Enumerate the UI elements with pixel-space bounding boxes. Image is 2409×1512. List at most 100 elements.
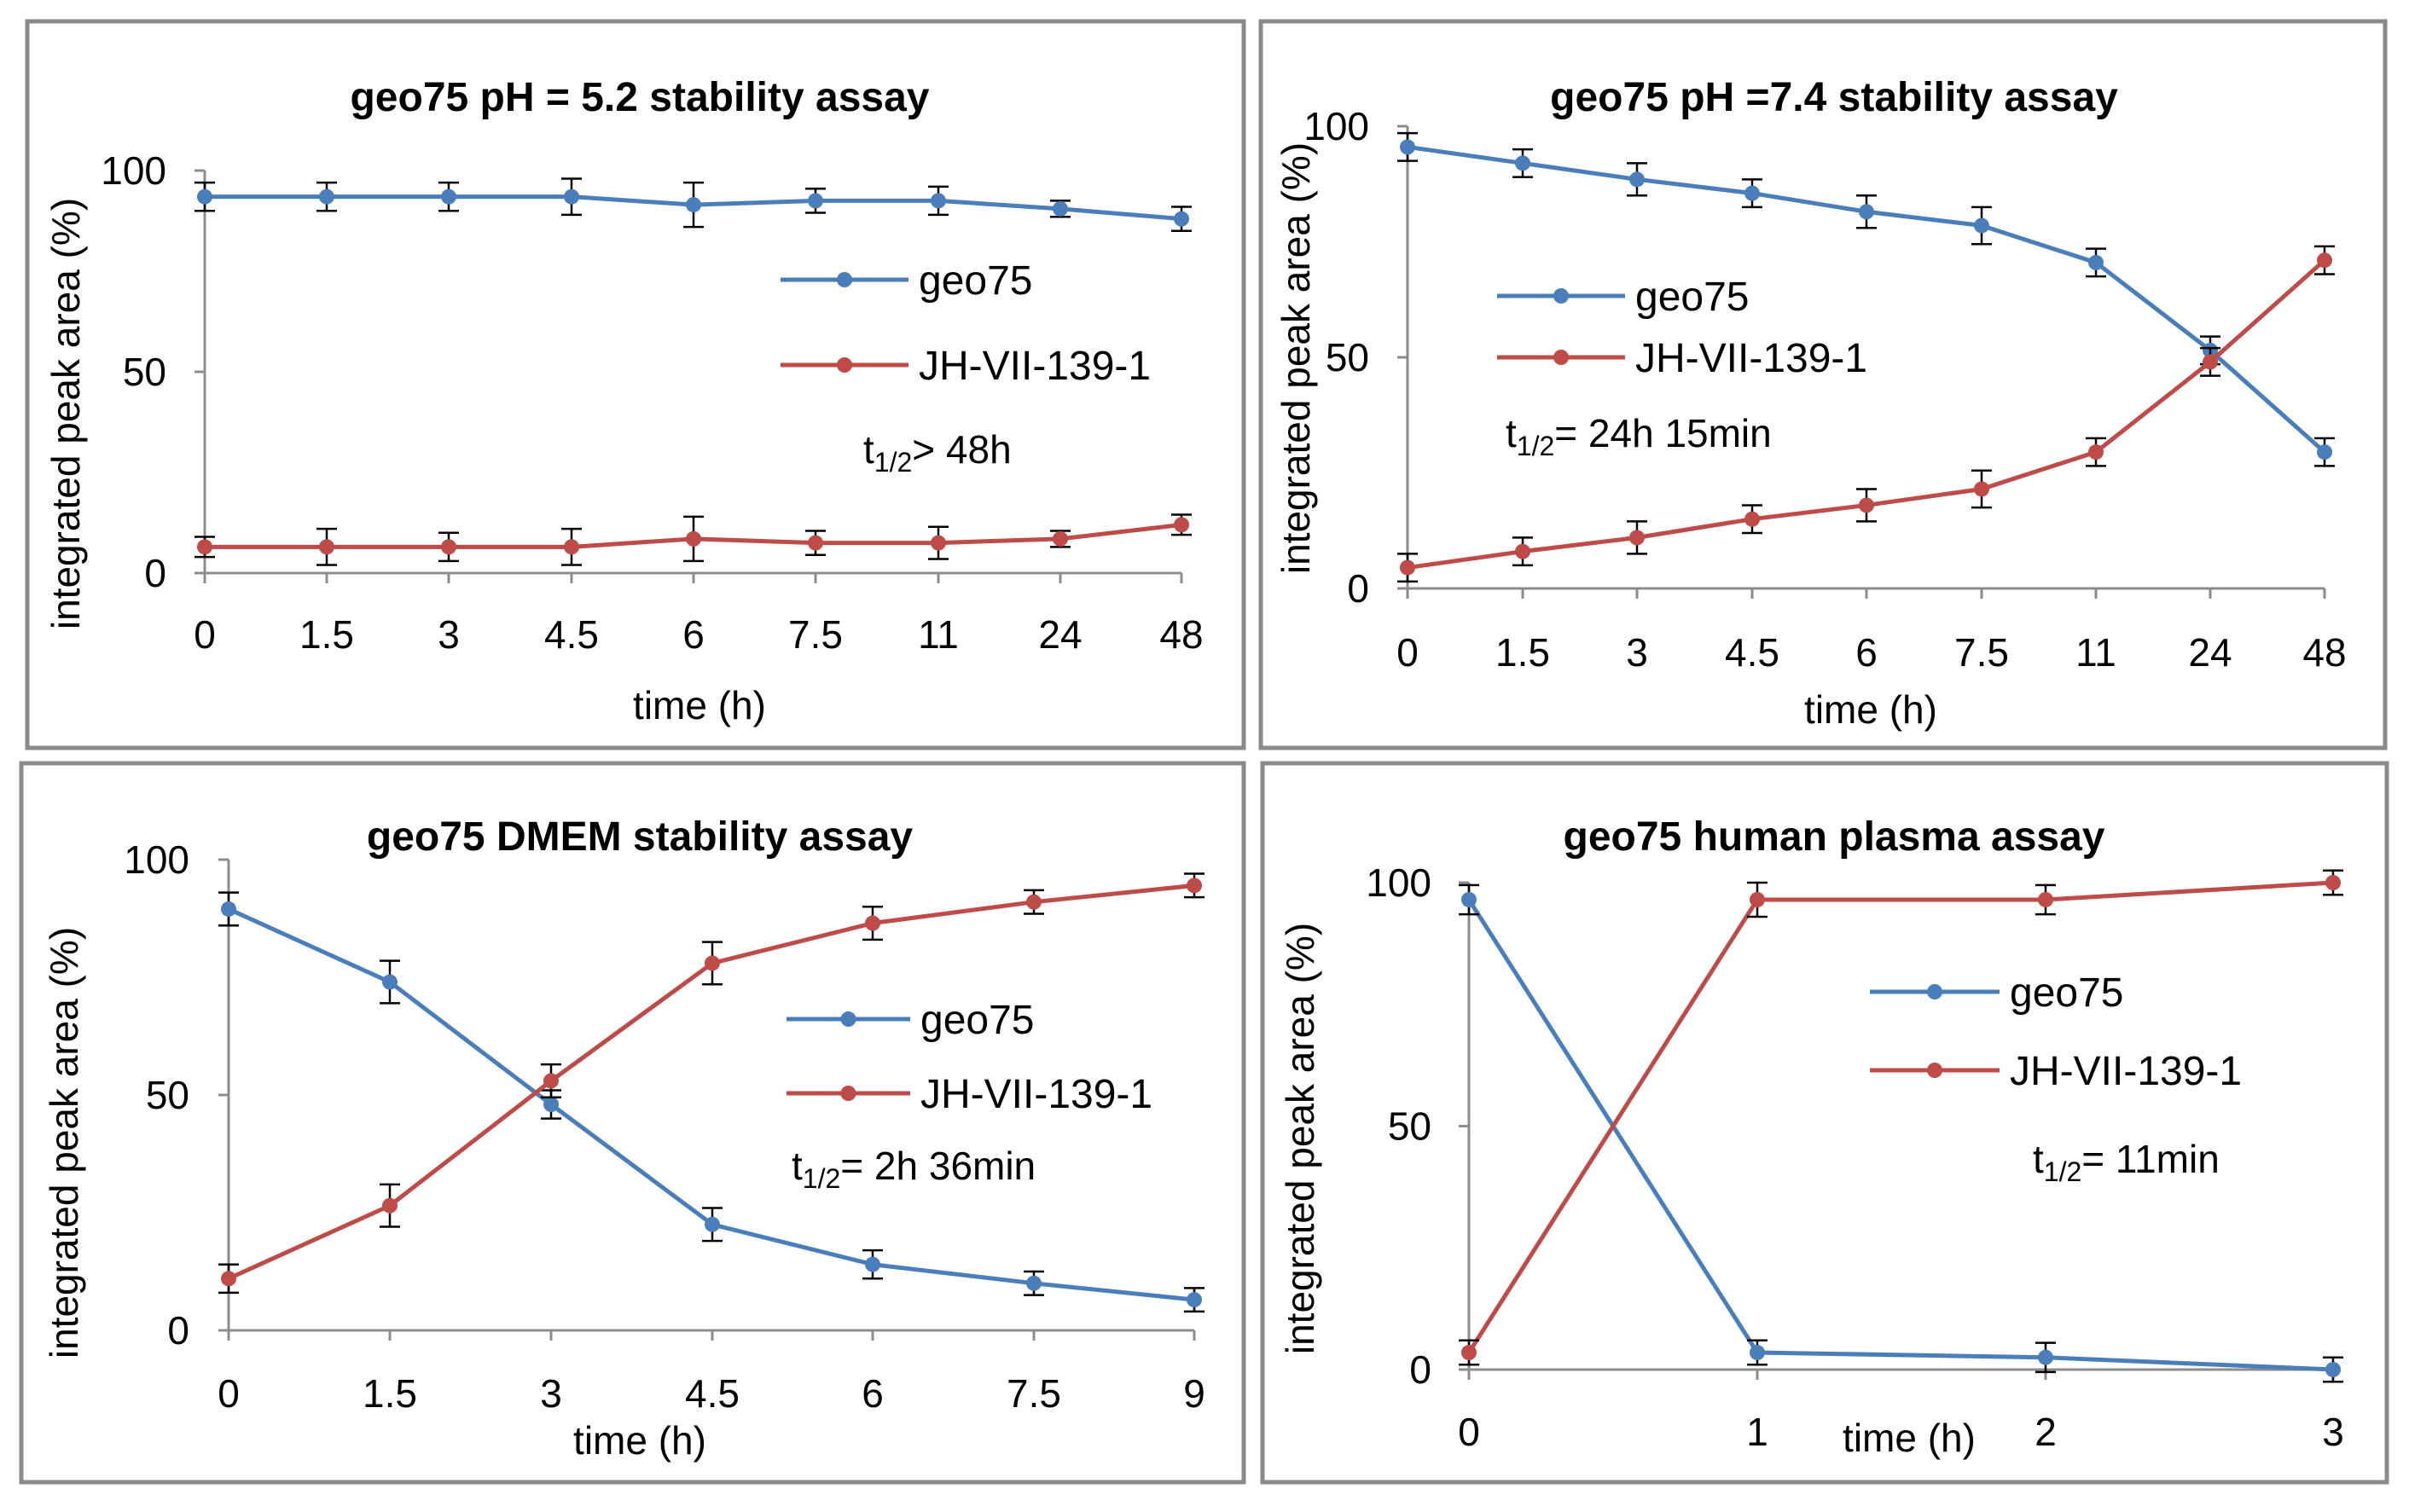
panel-ph74: geo75 pH =7.4 stability assay integrated… [1258,19,2388,750]
x-tick-label: 7.5 [788,612,843,657]
x-tick-label: 6 [862,1371,884,1416]
x-tick-label: 3 [1626,630,1648,675]
x-tick-label: 0 [1458,1410,1480,1454]
y-tick-label: 100 [1366,860,1431,905]
legend-marker-geo75 [840,1011,856,1027]
x-tick-label: 6 [1855,630,1878,675]
data-point-JH-VII-139-1 [1400,559,1415,576]
half-life-annotation: t1/2= 24h 15min [1506,411,1772,461]
x-tick-label: 4.5 [544,612,599,657]
data-point-JH-VII-139-1 [382,1197,398,1214]
x-tick-label: 1 [1746,1410,1768,1454]
y-axis-title: integrated peak area (%) [42,927,86,1358]
y-axis-title: integrated peak area (%) [44,198,88,629]
data-point-geo75 [319,188,334,205]
legend-marker-geo75 [1553,288,1569,304]
panel-dmem: geo75 DMEM stability assay integrated pe… [19,761,1246,1485]
half-life-annotation: t1/2= 11min [2033,1137,2220,1187]
x-tick-label: 4.5 [685,1371,740,1416]
x-axis-title: time (h) [633,683,766,727]
data-point-JH-VII-139-1 [808,535,823,551]
x-tick-label: 1.5 [299,612,354,657]
data-point-JH-VII-139-1 [1744,511,1760,527]
y-tick-label: 50 [123,350,166,394]
data-point-JH-VII-139-1 [1629,530,1645,546]
data-point-JH-VII-139-1 [221,1271,236,1287]
x-tick-label: 7.5 [1007,1371,1061,1416]
y-tick-label: 50 [1388,1104,1431,1149]
data-point-JH-VII-139-1 [2203,354,2218,370]
data-point-geo75 [1026,1275,1042,1291]
legend-marker-geo75 [1927,984,1942,999]
data-point-geo75 [1744,185,1760,201]
y-tick-label: 100 [124,837,189,882]
legend-marker-JH-VII-139-1 [837,357,852,373]
x-tick-label: 11 [918,612,959,657]
data-point-geo75 [865,1256,880,1272]
data-point-JH-VII-139-1 [543,1073,559,1089]
data-point-geo75 [1461,891,1477,907]
legend-label: geo75 [919,258,1032,304]
data-point-JH-VII-139-1 [1859,497,1874,513]
legend-marker-JH-VII-139-1 [840,1086,856,1101]
x-axis-title: time (h) [1843,1416,1976,1460]
series-line-JH-VII-139-1 [1466,880,2334,1354]
data-point-geo75 [1053,200,1068,217]
x-tick-label: 48 [1159,612,1203,657]
data-point-geo75 [2325,1362,2341,1377]
data-point-JH-VII-139-1 [931,535,946,551]
data-point-geo75 [705,1216,720,1232]
x-tick-label: 24 [1038,612,1082,657]
chart-title: geo75 DMEM stability assay [367,814,914,860]
data-point-geo75 [1974,217,1989,234]
legend-marker-geo75 [837,272,852,287]
x-tick-label: 4.5 [1725,630,1779,675]
y-tick-label: 0 [1347,566,1369,611]
data-point-JH-VII-139-1 [1974,481,1989,497]
data-point-JH-VII-139-1 [564,539,579,555]
x-tick-label: 2 [2035,1410,2057,1454]
data-point-geo75 [686,197,701,213]
data-point-JH-VII-139-1 [1053,530,1068,547]
data-point-JH-VII-139-1 [865,915,880,931]
y-tick-label: 0 [1409,1347,1431,1392]
data-point-geo75 [543,1097,559,1113]
y-tick-label: 0 [167,1308,189,1353]
data-point-geo75 [931,193,946,209]
panel-frame [25,19,1246,750]
x-tick-label: 3 [438,612,460,657]
data-point-geo75 [1750,1345,1765,1361]
data-point-geo75 [1400,139,1415,155]
y-tick-label: 50 [146,1073,189,1117]
data-point-JH-VII-139-1 [1026,894,1042,910]
data-point-JH-VII-139-1 [2317,252,2332,269]
x-tick-label: 0 [194,612,216,657]
data-point-JH-VII-139-1 [2325,875,2341,890]
data-point-JH-VII-139-1 [319,539,334,555]
data-point-JH-VII-139-1 [686,530,701,547]
legend-label: JH-VII-139-1 [919,344,1151,389]
x-tick-label: 6 [682,612,705,657]
data-point-JH-VII-139-1 [1187,878,1202,894]
legend-label: JH-VII-139-1 [920,1072,1152,1117]
x-tick-label: 0 [1396,630,1419,675]
data-point-JH-VII-139-1 [1174,517,1189,533]
data-point-geo75 [1629,171,1645,188]
x-tick-label: 11 [2075,630,2116,675]
x-tick-label: 1.5 [1495,630,1550,675]
data-point-geo75 [2038,1349,2053,1365]
data-point-JH-VII-139-1 [1461,1345,1477,1361]
x-axis-title: time (h) [573,1418,706,1463]
y-axis-title: integrated peak area (%) [1274,142,1318,574]
half-life-annotation: t1/2> 48h [863,427,1012,478]
x-tick-label: 7.5 [1954,630,2009,675]
data-point-geo75 [1859,204,1874,220]
data-point-JH-VII-139-1 [2088,444,2104,461]
panel-frame [19,761,1246,1485]
data-point-JH-VII-139-1 [1750,891,1765,907]
panel-frame [1258,19,2388,750]
data-point-JH-VII-139-1 [1515,543,1530,559]
data-point-geo75 [1187,1292,1202,1308]
panel-ph52: geo75 pH = 5.2 stability assay integrate… [25,19,1246,750]
half-life-annotation: t1/2= 2h 36min [792,1144,1036,1194]
